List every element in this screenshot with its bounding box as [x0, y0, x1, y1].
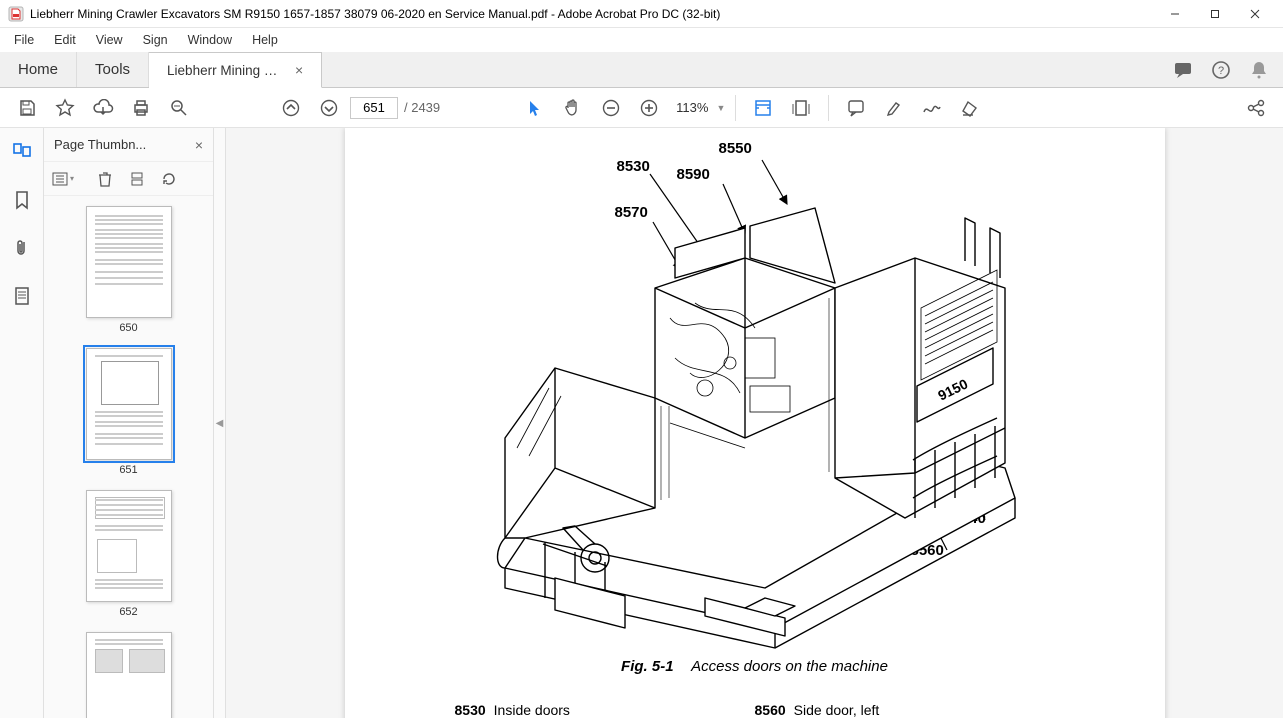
sticky-note-icon[interactable] [839, 91, 873, 125]
attachments-rail-icon[interactable] [8, 234, 36, 262]
highlight-icon[interactable] [877, 91, 911, 125]
svg-text:?: ? [1218, 65, 1224, 77]
fit-width-icon[interactable] [746, 91, 780, 125]
thumb-delete-icon[interactable] [94, 168, 116, 190]
menu-bar: File Edit View Sign Window Help [0, 28, 1283, 52]
thumbnail-number: 651 [119, 464, 137, 476]
share-icon[interactable] [1239, 91, 1273, 125]
thumbnail-number: 650 [119, 322, 137, 334]
main-toolbar: / 2439 113% ▼ [0, 88, 1283, 128]
figure-number: Fig. 5-1 [621, 658, 674, 675]
thumbnail-item[interactable] [86, 632, 172, 718]
document-view[interactable]: 8530 8550 8590 8570 8540 8560 [226, 128, 1283, 718]
thumbnails-rail-icon[interactable] [8, 138, 36, 166]
thumbnails-list[interactable]: 650 651 652 [44, 196, 213, 718]
erase-icon[interactable] [953, 91, 987, 125]
thumb-options-icon[interactable]: ▾ [52, 168, 74, 190]
window-titlebar: Liebherr Mining Crawler Excavators SM R9… [0, 0, 1283, 28]
thumbnail-item[interactable]: 650 [86, 206, 172, 334]
page-up-icon[interactable] [274, 91, 308, 125]
panel-collapse-handle[interactable]: ◀ [214, 128, 226, 718]
zoom-level[interactable]: 113% [676, 100, 708, 115]
print-icon[interactable] [124, 91, 158, 125]
page-content: 8530 8550 8590 8570 8540 8560 [345, 128, 1165, 718]
thumbnail-item[interactable]: 652 [86, 490, 172, 618]
star-icon[interactable] [48, 91, 82, 125]
zoom-out-icon[interactable] [594, 91, 628, 125]
figure-caption: Fig. 5-1 Access doors on the machine [405, 658, 1105, 675]
document-tabs: Home Tools Liebherr Mining Cr... × ? [0, 52, 1283, 88]
window-minimize[interactable] [1155, 2, 1195, 26]
tab-document[interactable]: Liebherr Mining Cr... × [149, 52, 322, 88]
hand-tool-icon[interactable] [556, 91, 590, 125]
window-title: Liebherr Mining Crawler Excavators SM R9… [30, 7, 720, 21]
figure-caption-text: Access doors on the machine [691, 658, 888, 675]
draw-icon[interactable] [915, 91, 949, 125]
technical-diagram: 9150 [445, 138, 1085, 658]
tab-home[interactable]: Home [0, 52, 77, 87]
layers-rail-icon[interactable] [8, 282, 36, 310]
find-icon[interactable] [162, 91, 196, 125]
page-down-icon[interactable] [312, 91, 346, 125]
menu-help[interactable]: Help [242, 31, 288, 49]
menu-window[interactable]: Window [178, 31, 242, 49]
pdf-icon [8, 6, 24, 22]
legend-item-right: 8560Side door, left [755, 702, 880, 718]
save-icon[interactable] [10, 91, 44, 125]
navigation-rail [0, 128, 44, 718]
thumbnails-panel-title: Page Thumbn... [54, 137, 195, 152]
notifications-icon[interactable] [1249, 60, 1269, 80]
selection-tool-icon[interactable] [518, 91, 552, 125]
thumb-print-icon[interactable] [126, 168, 148, 190]
thumbnails-panel: Page Thumbn... × ▾ 650 [44, 128, 214, 718]
thumb-rotate-icon[interactable] [158, 168, 180, 190]
window-close[interactable] [1235, 2, 1275, 26]
menu-view[interactable]: View [86, 31, 133, 49]
tab-document-label: Liebherr Mining Cr... [167, 63, 287, 78]
tab-tools[interactable]: Tools [77, 52, 149, 87]
zoom-dropdown-icon[interactable]: ▼ [716, 103, 725, 113]
cloud-icon[interactable] [86, 91, 120, 125]
bookmarks-rail-icon[interactable] [8, 186, 36, 214]
menu-edit[interactable]: Edit [44, 31, 86, 49]
thumbnails-close-icon[interactable]: × [195, 137, 203, 153]
menu-file[interactable]: File [4, 31, 44, 49]
menu-sign[interactable]: Sign [133, 31, 178, 49]
comments-icon[interactable] [1173, 60, 1193, 80]
thumbnail-item[interactable]: 651 [86, 348, 172, 476]
page-number-input[interactable] [350, 97, 398, 119]
fit-page-icon[interactable] [784, 91, 818, 125]
zoom-in-icon[interactable] [632, 91, 666, 125]
help-icon[interactable]: ? [1211, 60, 1231, 80]
legend-item-left: 8530Inside doors [455, 702, 570, 718]
thumbnail-number: 652 [119, 606, 137, 618]
page-total-label: / 2439 [404, 100, 440, 115]
window-maximize[interactable] [1195, 2, 1235, 26]
tab-close-icon[interactable]: × [295, 62, 303, 78]
